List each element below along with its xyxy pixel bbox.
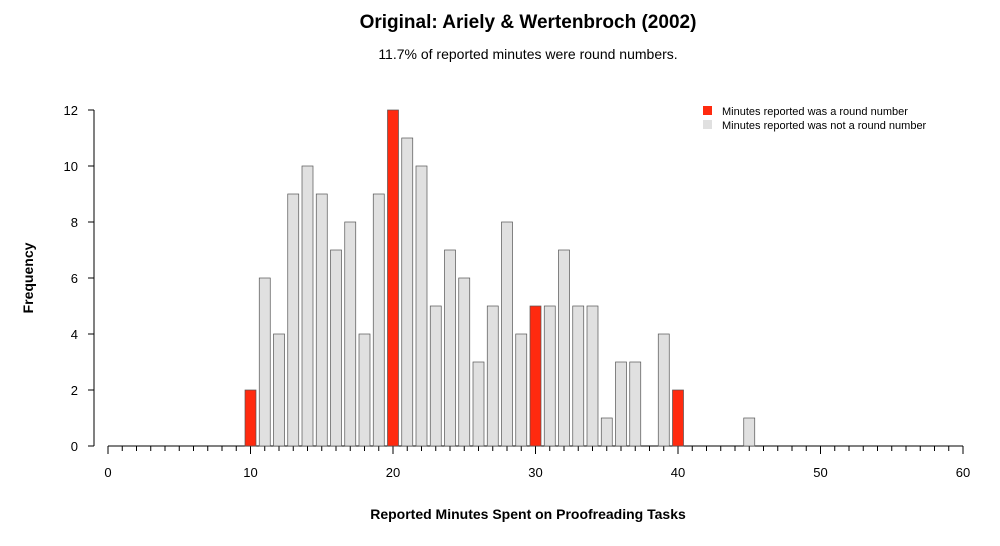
bar-not-round-number — [543, 305, 556, 447]
y-axis: 0 2 4 6 8 10 12 — [64, 103, 95, 454]
bar-not-round-number — [258, 277, 271, 447]
bar-not-round-number — [344, 221, 357, 447]
bar-round-number — [244, 389, 257, 447]
chart-subtitle: 11.7% of reported minutes were round num… — [378, 46, 677, 62]
y-tick-label: 8 — [71, 215, 78, 230]
legend-label: Minutes reported was not a round number — [722, 120, 927, 132]
bar-not-round-number — [372, 193, 385, 447]
x-tick-label: 10 — [243, 465, 257, 480]
x-axis-label: Reported Minutes Spent on Proofreading T… — [370, 506, 686, 522]
bar-not-round-number — [657, 333, 670, 447]
legend-swatch — [703, 106, 712, 115]
x-axis: 0 10 20 30 40 50 60 — [104, 445, 970, 480]
x-tick-label: 30 — [528, 465, 542, 480]
bar-not-round-number — [486, 305, 499, 447]
bar-not-round-number — [743, 417, 756, 447]
x-tick-label: 50 — [813, 465, 827, 480]
bar-not-round-number — [287, 193, 300, 447]
y-tick-label: 6 — [71, 271, 78, 286]
bars-group — [244, 109, 756, 447]
bar-not-round-number — [273, 333, 285, 447]
bar-not-round-number — [315, 193, 328, 447]
bar-not-round-number — [415, 165, 428, 447]
bar-not-round-number — [472, 361, 485, 447]
bar-not-round-number — [515, 333, 528, 447]
legend: Minutes reported was a round number Minut… — [703, 106, 927, 132]
legend-label: Minutes reported was a round number — [722, 106, 908, 118]
x-tick-label: 20 — [386, 465, 400, 480]
bar-round-number — [672, 389, 684, 447]
y-tick-label: 10 — [64, 159, 78, 174]
chart-title: Original: Ariely & Wertenbroch (2002) — [360, 12, 697, 33]
y-tick-label: 4 — [71, 327, 78, 342]
bar-not-round-number — [586, 305, 599, 447]
y-tick-label: 12 — [64, 103, 78, 118]
y-tick-label: 0 — [71, 439, 78, 454]
x-tick-label: 60 — [956, 465, 970, 480]
bar-not-round-number — [444, 249, 456, 447]
bar-round-number — [529, 305, 542, 447]
bar-not-round-number — [600, 417, 613, 447]
bar-round-number — [387, 109, 399, 447]
bar-not-round-number — [558, 249, 570, 447]
bar-not-round-number — [429, 305, 442, 447]
bar-not-round-number — [615, 361, 627, 447]
bar-not-round-number — [401, 137, 414, 447]
bar-not-round-number — [629, 361, 642, 447]
y-axis-label: Frequency — [20, 242, 36, 313]
bar-not-round-number — [572, 305, 585, 447]
legend-swatch — [703, 120, 712, 129]
x-tick-label: 40 — [671, 465, 685, 480]
bar-not-round-number — [358, 333, 371, 447]
bar-not-round-number — [330, 249, 342, 447]
x-tick-label: 0 — [104, 465, 111, 480]
y-tick-label: 2 — [71, 383, 78, 398]
bar-not-round-number — [301, 165, 314, 447]
bar-not-round-number — [501, 221, 513, 447]
bar-not-round-number — [458, 277, 471, 447]
